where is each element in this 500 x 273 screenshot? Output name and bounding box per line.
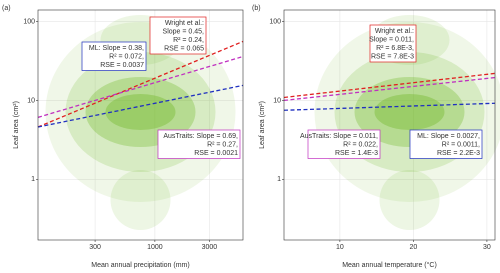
panel-border [283, 9, 496, 241]
x-axis-label: Mean annual temperature (°C) [342, 261, 437, 269]
annotation-text: R² = 0.022, [343, 141, 378, 148]
y-axis-label: Leaf area (cm²) [259, 101, 266, 149]
annotation-text: RSE = 1.4E-3 [335, 150, 378, 157]
annotation-text: Wright et al.: [375, 28, 414, 35]
annotation-text: AusTraits: Slope = 0.69, [163, 133, 238, 140]
annotation-text: ML: Slope = 0.0027, [417, 133, 480, 140]
point-cloud [379, 170, 440, 230]
point-cloud [105, 94, 176, 130]
annotation-text: RSE = 0.0037 [100, 62, 144, 69]
annotation-text: R² = 0.27, [207, 141, 238, 148]
x-tick-label: 20 [409, 244, 417, 251]
annotation-box [369, 24, 417, 63]
panel-label: (b) [252, 5, 261, 12]
annotation-box [307, 129, 381, 159]
y-tick-label: 1 [31, 176, 35, 183]
annotation-box [149, 16, 207, 55]
y-tick-label: 10 [27, 97, 35, 104]
point-cloud [374, 94, 445, 130]
regression-line [37, 55, 244, 118]
annotation-text: Wright et al.: [165, 20, 204, 27]
annotation-box [409, 129, 483, 159]
point-cloud [110, 170, 171, 230]
annotation-text: R² = 6.8E-3, [376, 45, 414, 52]
y-tick-label: 10 [273, 97, 281, 104]
annotation-text: Slope = 0.011, [369, 36, 414, 43]
x-tick-label: 10 [336, 244, 344, 251]
panel-border [37, 9, 244, 241]
y-axis-label: Leaf area (cm²) [13, 101, 20, 149]
annotation-text: ML: Slope = 0.38, [89, 45, 144, 52]
annotation-text: AusTraits: Slope = 0.011, [300, 133, 378, 140]
annotation-text: Slope = 0.45, [163, 28, 205, 35]
regression-line [283, 72, 496, 99]
regression-line [37, 40, 244, 128]
y-tick-label: 100 [23, 18, 35, 25]
annotation-box [81, 41, 147, 71]
x-tick-label: 3000 [202, 244, 218, 251]
panel-label: (a) [2, 5, 11, 12]
annotation-text: RSE = 0.065 [164, 45, 204, 52]
annotation-text: RSE = 2.2E-3 [437, 150, 480, 157]
annotation-text: R² = 0.0011, [442, 141, 480, 148]
regression-line [37, 84, 244, 128]
point-cloud [354, 77, 465, 147]
y-tick-label: 100 [269, 18, 281, 25]
regression-line [283, 102, 496, 111]
regression-line [283, 76, 496, 102]
annotation-text: R² = 0.24, [173, 37, 204, 44]
y-tick-label: 1 [277, 176, 281, 183]
x-tick-label: 1000 [147, 244, 163, 251]
annotation-text: RSE = 7.8E-3 [371, 53, 414, 60]
x-tick-label: 300 [89, 244, 101, 251]
x-tick-label: 30 [483, 244, 491, 251]
annotation-box [157, 129, 241, 159]
x-axis-label: Mean annual precipitation (mm) [91, 262, 189, 269]
annotation-text: RSE = 0.0021 [194, 150, 238, 157]
annotation-text: R² = 0.072, [109, 53, 144, 60]
